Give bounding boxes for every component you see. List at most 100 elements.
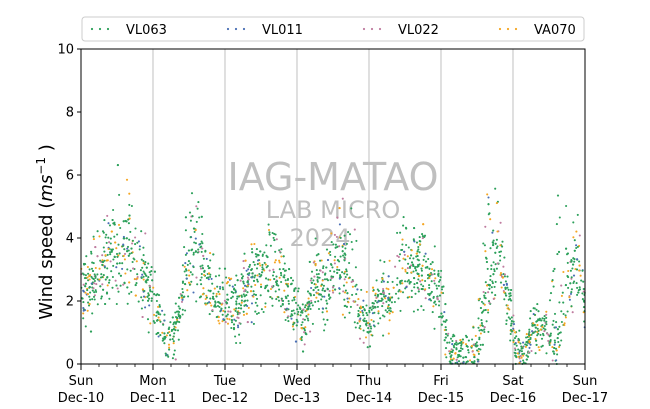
data-point [224,321,227,324]
data-point [412,270,415,273]
data-point [188,211,192,214]
watermark-line-2: LAB MICRO [266,196,401,224]
data-point [123,252,127,255]
data-point [199,265,202,268]
data-point [261,263,264,266]
data-point [192,266,195,269]
data-point [113,235,116,238]
data-point [210,277,213,280]
data-point [292,323,295,326]
data-point [424,279,427,283]
data-point [423,255,426,258]
data-point [477,326,480,329]
data-point [321,307,324,310]
data-point [551,359,554,362]
data-point [529,317,532,320]
data-point [146,278,149,281]
data-point [487,291,490,294]
data-point [252,290,255,293]
data-point [413,286,416,289]
data-point [86,309,89,312]
data-point [358,326,361,330]
data-point [493,270,496,273]
data-point [246,281,249,284]
data-point [345,270,348,273]
data-point [325,248,329,251]
data-point [82,283,85,286]
data-point [81,297,84,300]
data-point [432,305,435,308]
data-point [444,347,448,350]
data-point [480,300,484,303]
data-point [301,321,304,324]
data-point [524,343,527,346]
data-point [309,307,312,311]
data-point [242,267,245,270]
data-point [236,324,240,327]
data-point [150,297,153,300]
data-point [178,314,182,317]
data-point [529,336,532,339]
data-point [109,242,112,245]
data-point [437,284,440,287]
data-point [339,255,342,258]
data-point [575,230,578,233]
data-point [573,249,576,252]
data-point [483,296,486,299]
x-tick-date: Dec-16 [490,391,536,406]
data-point [346,292,349,295]
data-point [494,251,497,254]
data-point [551,346,554,349]
data-point [118,262,121,265]
data-point [156,293,159,296]
data-point [374,294,377,297]
data-point [428,284,431,287]
data-point [195,300,198,303]
data-point [351,285,354,288]
data-point [242,293,245,296]
data-point [254,252,257,256]
legend-marker [378,27,382,31]
x-tick-date: Dec-12 [202,391,248,406]
data-point [324,272,327,275]
data-point [434,303,437,306]
data-point [381,298,384,301]
data-point [244,284,247,287]
data-point [473,360,476,363]
data-point [413,227,416,230]
data-point [388,309,391,312]
data-point [235,302,238,305]
data-point [177,338,180,341]
data-point [239,341,242,345]
data-point [269,287,273,291]
data-point [141,315,144,319]
data-point [492,261,495,264]
data-point [255,248,258,251]
data-point [84,325,87,328]
data-point [407,279,410,282]
data-point [444,353,447,356]
data-point [440,323,443,326]
data-point [201,267,204,270]
data-point [140,296,143,299]
data-point [171,338,174,341]
data-point [540,319,543,322]
data-point [434,277,437,280]
data-point [446,334,449,337]
data-point [187,249,190,252]
data-point [570,305,573,308]
data-point [315,254,318,257]
data-point [191,215,194,218]
data-point [246,304,249,308]
data-point [250,302,254,305]
data-point [572,274,576,277]
data-point [346,273,349,276]
data-point [299,314,302,317]
data-point [236,297,239,300]
data-point [548,343,551,347]
data-point [246,276,249,279]
data-point [381,314,384,317]
data-point [174,329,177,332]
data-point [373,306,377,309]
data-point [514,348,517,352]
